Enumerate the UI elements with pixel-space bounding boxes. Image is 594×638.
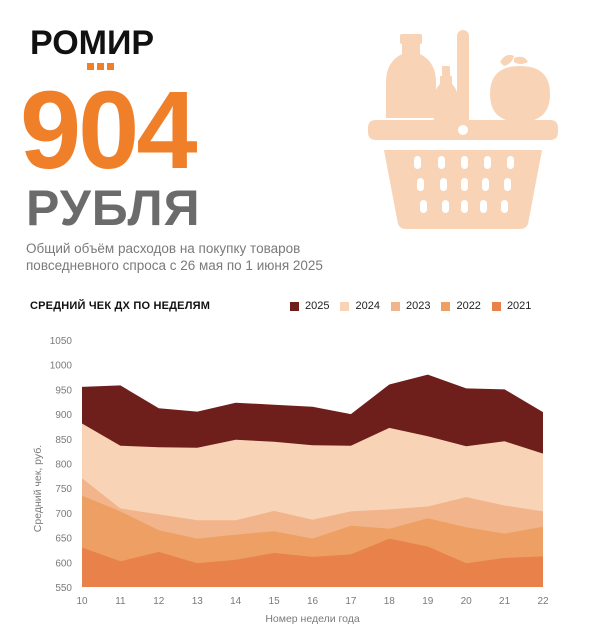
x-tick-label: 21 bbox=[499, 596, 511, 607]
headline-value: 904 bbox=[20, 69, 198, 192]
x-tick-label: 15 bbox=[269, 596, 281, 607]
legend-label: 2021 bbox=[506, 300, 532, 312]
y-tick-label: 650 bbox=[55, 534, 72, 545]
romir-logo: РОМИР bbox=[30, 24, 155, 62]
description-line: повседневного спроса с 26 мая по 1 июня … bbox=[26, 258, 323, 273]
legend-item: 2025 bbox=[290, 300, 329, 312]
legend-item: 2022 bbox=[441, 300, 481, 312]
legend-label: 2022 bbox=[456, 300, 481, 312]
x-tick-label: 16 bbox=[307, 596, 319, 607]
x-tick-label: 22 bbox=[537, 596, 549, 607]
x-tick-label: 11 bbox=[115, 596, 126, 607]
legend-swatch bbox=[491, 301, 501, 311]
logo-dot bbox=[87, 63, 94, 70]
chart-title: СРЕДНИЙ ЧЕК ДХ ПО НЕДЕЛЯМ bbox=[30, 300, 211, 312]
area-chart: 550 600 650 700 750 800 850 900 950 1000 1050 10 11 1… bbox=[32, 336, 549, 625]
x-tick-label: 10 bbox=[76, 596, 88, 607]
logo-dot bbox=[97, 63, 104, 70]
y-tick-label: 900 bbox=[55, 410, 72, 421]
headline-description: Общий объём расходов на покупку товаров … bbox=[26, 240, 386, 274]
logo-dots bbox=[87, 63, 114, 70]
y-tick-label: 850 bbox=[55, 435, 72, 446]
x-tick-label: 18 bbox=[384, 596, 396, 607]
series-area-2021 bbox=[82, 538, 543, 587]
x-tick-label: 20 bbox=[461, 596, 473, 607]
legend-swatch bbox=[390, 301, 400, 311]
y-axis-label: Средний чек, руб. bbox=[32, 445, 44, 532]
y-tick-label: 600 bbox=[55, 558, 72, 569]
description-line: Общий объём расходов на покупку товаров bbox=[26, 241, 301, 256]
shopping-basket-icon bbox=[368, 30, 558, 229]
y-tick-label: 750 bbox=[55, 484, 72, 495]
legend-item: 2023 bbox=[390, 300, 431, 312]
chart-legend: 2025 2024 2023 2022 2021 bbox=[290, 300, 531, 312]
legend-label: 2023 bbox=[405, 300, 431, 312]
x-tick-label: 12 bbox=[153, 596, 165, 607]
y-tick-label: 700 bbox=[55, 509, 72, 520]
legend-item: 2024 bbox=[340, 300, 380, 312]
legend-swatch bbox=[340, 301, 350, 311]
legend-label: 2025 bbox=[305, 300, 330, 312]
legend-swatch bbox=[290, 301, 299, 311]
x-tick-label: 13 bbox=[192, 596, 204, 607]
x-axis-label: Номер недели года bbox=[265, 613, 360, 625]
y-tick-label: 550 bbox=[55, 583, 72, 594]
headline-unit: РУБЛЯ bbox=[26, 180, 201, 236]
x-tick-label: 17 bbox=[345, 596, 357, 607]
y-tick-label: 1050 bbox=[50, 336, 73, 347]
logo-dot bbox=[107, 63, 114, 70]
x-tick-label: 14 bbox=[230, 596, 242, 607]
legend-swatch bbox=[441, 301, 451, 311]
y-tick-label: 1000 bbox=[50, 361, 73, 372]
legend-label: 2024 bbox=[355, 300, 380, 312]
y-tick-label: 800 bbox=[55, 460, 72, 471]
y-tick-label: 950 bbox=[55, 385, 72, 396]
legend-item: 2021 bbox=[491, 300, 532, 312]
x-tick-label: 19 bbox=[422, 596, 434, 607]
